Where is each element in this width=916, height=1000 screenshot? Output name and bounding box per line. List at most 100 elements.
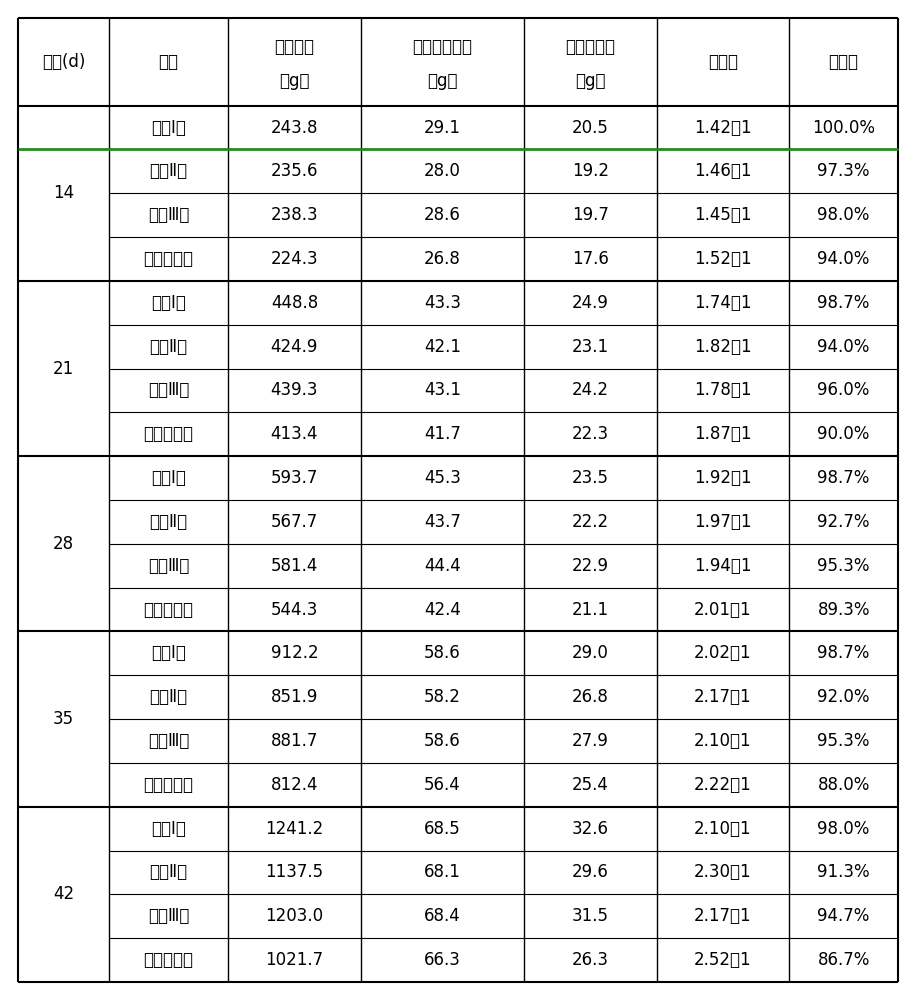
Text: 1203.0: 1203.0: [266, 907, 323, 925]
Text: 实验Ⅱ组: 实验Ⅱ组: [149, 513, 188, 531]
Text: 实验Ⅰ组: 实验Ⅰ组: [151, 119, 186, 137]
Text: 19.2: 19.2: [572, 162, 609, 180]
Text: 28.6: 28.6: [424, 206, 461, 224]
Text: 29.6: 29.6: [572, 863, 609, 881]
Text: 98.7%: 98.7%: [817, 644, 870, 662]
Text: 92.0%: 92.0%: [817, 688, 870, 706]
Text: 2.01：1: 2.01：1: [694, 601, 752, 619]
Text: 31.5: 31.5: [572, 907, 609, 925]
Text: 实验Ⅱ组: 实验Ⅱ组: [149, 688, 188, 706]
Text: 27.9: 27.9: [572, 732, 609, 750]
Text: 238.3: 238.3: [270, 206, 318, 224]
Text: 22.3: 22.3: [572, 425, 609, 443]
Text: 26.8: 26.8: [572, 688, 609, 706]
Text: 94.0%: 94.0%: [817, 250, 870, 268]
Text: 平均日增重: 平均日增重: [565, 38, 616, 56]
Text: 实验Ⅲ组: 实验Ⅲ组: [148, 907, 190, 925]
Text: 1137.5: 1137.5: [266, 863, 323, 881]
Text: 581.4: 581.4: [271, 557, 318, 575]
Text: 25.4: 25.4: [572, 776, 609, 794]
Text: 2.10：1: 2.10：1: [694, 732, 752, 750]
Text: 1.87：1: 1.87：1: [694, 425, 752, 443]
Text: 平均日采食量: 平均日采食量: [412, 38, 473, 56]
Text: 2.22：1: 2.22：1: [694, 776, 752, 794]
Text: 1.97：1: 1.97：1: [694, 513, 752, 531]
Text: 439.3: 439.3: [270, 381, 318, 399]
Text: 2.17：1: 2.17：1: [694, 688, 752, 706]
Text: 空白对照组: 空白对照组: [144, 776, 193, 794]
Text: 95.3%: 95.3%: [817, 557, 870, 575]
Text: 89.3%: 89.3%: [817, 601, 870, 619]
Text: 19.7: 19.7: [572, 206, 609, 224]
Text: 912.2: 912.2: [270, 644, 318, 662]
Text: 1241.2: 1241.2: [266, 820, 323, 838]
Text: 21: 21: [53, 360, 74, 378]
Text: 544.3: 544.3: [271, 601, 318, 619]
Text: （g）: （g）: [427, 72, 458, 90]
Text: 20.5: 20.5: [572, 119, 609, 137]
Text: 593.7: 593.7: [271, 469, 318, 487]
Text: （g）: （g）: [279, 72, 310, 90]
Text: 空白对照组: 空白对照组: [144, 425, 193, 443]
Text: 224.3: 224.3: [270, 250, 318, 268]
Text: 56.4: 56.4: [424, 776, 461, 794]
Text: 68.1: 68.1: [424, 863, 461, 881]
Text: 实验Ⅲ组: 实验Ⅲ组: [148, 732, 190, 750]
Text: 43.3: 43.3: [424, 294, 461, 312]
Text: 28: 28: [53, 535, 74, 553]
Text: 26.3: 26.3: [572, 951, 609, 969]
Text: 组别: 组别: [158, 53, 179, 71]
Text: 98.7%: 98.7%: [817, 469, 870, 487]
Text: 68.4: 68.4: [424, 907, 461, 925]
Text: 空白对照组: 空白对照组: [144, 951, 193, 969]
Text: 90.0%: 90.0%: [817, 425, 870, 443]
Text: 21.1: 21.1: [572, 601, 609, 619]
Text: 2.30：1: 2.30：1: [694, 863, 752, 881]
Text: 29.0: 29.0: [572, 644, 609, 662]
Text: 24.2: 24.2: [572, 381, 609, 399]
Text: 35: 35: [53, 710, 74, 728]
Text: 1.74：1: 1.74：1: [694, 294, 752, 312]
Text: 2.02：1: 2.02：1: [694, 644, 752, 662]
Text: 1021.7: 1021.7: [266, 951, 323, 969]
Text: 44.4: 44.4: [424, 557, 461, 575]
Text: 23.1: 23.1: [572, 338, 609, 356]
Text: 实验Ⅰ组: 实验Ⅰ组: [151, 294, 186, 312]
Text: 1.52：1: 1.52：1: [694, 250, 752, 268]
Text: 243.8: 243.8: [270, 119, 318, 137]
Text: 58.6: 58.6: [424, 644, 461, 662]
Text: 23.5: 23.5: [572, 469, 609, 487]
Text: 567.7: 567.7: [271, 513, 318, 531]
Text: 成活率: 成活率: [829, 53, 858, 71]
Text: 96.0%: 96.0%: [817, 381, 870, 399]
Text: 86.7%: 86.7%: [817, 951, 870, 969]
Text: 95.3%: 95.3%: [817, 732, 870, 750]
Text: 92.7%: 92.7%: [817, 513, 870, 531]
Text: 26.8: 26.8: [424, 250, 461, 268]
Text: 实验Ⅰ组: 实验Ⅰ组: [151, 820, 186, 838]
Text: 2.17：1: 2.17：1: [694, 907, 752, 925]
Text: 实验Ⅲ组: 实验Ⅲ组: [148, 206, 190, 224]
Text: 98.0%: 98.0%: [817, 206, 870, 224]
Text: 812.4: 812.4: [270, 776, 318, 794]
Text: 14: 14: [53, 184, 74, 202]
Text: 58.6: 58.6: [424, 732, 461, 750]
Text: 413.4: 413.4: [270, 425, 318, 443]
Text: 1.45：1: 1.45：1: [694, 206, 752, 224]
Text: 实验Ⅰ组: 实验Ⅰ组: [151, 644, 186, 662]
Text: 1.78：1: 1.78：1: [694, 381, 752, 399]
Text: 98.0%: 98.0%: [817, 820, 870, 838]
Text: 29.1: 29.1: [424, 119, 461, 137]
Text: 45.3: 45.3: [424, 469, 461, 487]
Text: 42.4: 42.4: [424, 601, 461, 619]
Text: 98.7%: 98.7%: [817, 294, 870, 312]
Text: 100.0%: 100.0%: [812, 119, 875, 137]
Text: 料肉比: 料肉比: [708, 53, 738, 71]
Text: 43.1: 43.1: [424, 381, 461, 399]
Text: （g）: （g）: [575, 72, 605, 90]
Text: 94.0%: 94.0%: [817, 338, 870, 356]
Text: 424.9: 424.9: [271, 338, 318, 356]
Text: 94.7%: 94.7%: [817, 907, 870, 925]
Text: 实验Ⅰ组: 实验Ⅰ组: [151, 469, 186, 487]
Text: 实验Ⅲ组: 实验Ⅲ组: [148, 381, 190, 399]
